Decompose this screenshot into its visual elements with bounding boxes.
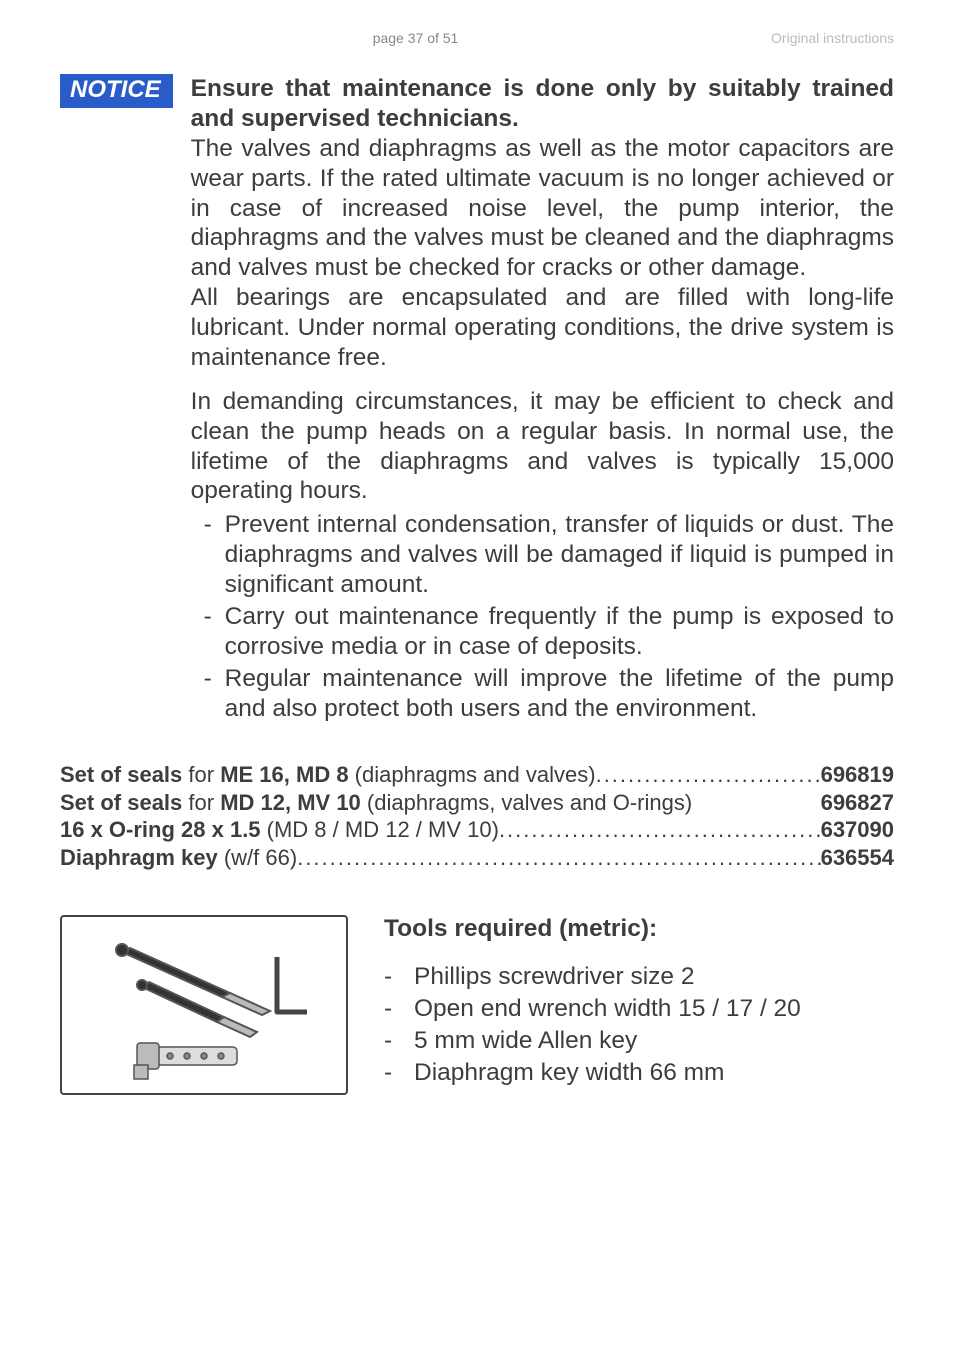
paragraph-2: All bearings are encapsulated and are fi… bbox=[191, 283, 894, 373]
paragraph-3: In demanding circumstances, it may be ef… bbox=[191, 387, 894, 507]
parts-list: Set of seals for ME 16, MD 8 (diaphragms… bbox=[60, 761, 894, 871]
dash-icon: - bbox=[384, 1057, 414, 1089]
page-number-label: page 37 of 51 bbox=[373, 30, 459, 46]
leader-dots: ........................................… bbox=[297, 844, 820, 872]
part-number: 637090 bbox=[821, 816, 894, 844]
dash-icon: - bbox=[191, 510, 225, 600]
bullet-item: - Regular maintenance will improve the l… bbox=[191, 664, 894, 724]
parts-label: Diaphragm key (w/f 66) bbox=[60, 844, 297, 872]
dash-icon: - bbox=[384, 961, 414, 993]
bullet-item: - Carry out maintenance frequently if th… bbox=[191, 602, 894, 662]
tool-text: 5 mm wide Allen key bbox=[414, 1025, 637, 1057]
tool-text: Phillips screwdriver size 2 bbox=[414, 961, 694, 993]
parts-line: 16 x O-ring 28 x 1.5 (MD 8 / MD 12 / MV … bbox=[60, 816, 894, 844]
parts-line: Diaphragm key (w/f 66) .................… bbox=[60, 844, 894, 872]
parts-label: Set of seals for ME 16, MD 8 (diaphragms… bbox=[60, 761, 596, 789]
tool-item: -Phillips screwdriver size 2 bbox=[384, 961, 894, 993]
section-heading: Ensure that maintenance is done only by … bbox=[191, 74, 894, 134]
tool-item: -Open end wrench width 15 / 17 / 20 bbox=[384, 993, 894, 1025]
dash-icon: - bbox=[384, 993, 414, 1025]
tools-list: -Phillips screwdriver size 2-Open end wr… bbox=[384, 961, 894, 1088]
bullet-text: Regular maintenance will improve the lif… bbox=[225, 664, 894, 724]
page-header: page 37 of 51 Original instructions bbox=[60, 30, 894, 46]
parts-label: 16 x O-ring 28 x 1.5 (MD 8 / MD 12 / MV … bbox=[60, 816, 499, 844]
paragraph-1: The valves and diaphragms as well as the… bbox=[191, 134, 894, 283]
parts-label: Set of seals for MD 12, MV 10 (diaphragm… bbox=[60, 789, 692, 817]
doc-label: Original instructions bbox=[771, 30, 894, 46]
parts-line: Set of seals for MD 12, MV 10 (diaphragm… bbox=[60, 789, 894, 817]
leader-dots: ........................................… bbox=[499, 816, 821, 844]
tools-title: Tools required (metric): bbox=[384, 915, 894, 943]
bullet-text: Carry out maintenance frequently if the … bbox=[225, 602, 894, 662]
dash-icon: - bbox=[384, 1025, 414, 1057]
bullet-list: - Prevent internal condensation, transfe… bbox=[191, 510, 894, 723]
dash-icon: - bbox=[191, 664, 225, 724]
part-number: 696827 bbox=[821, 789, 894, 817]
tools-illustration bbox=[60, 915, 348, 1095]
main-text: Ensure that maintenance is done only by … bbox=[191, 74, 894, 725]
notice-badge: NOTICE bbox=[60, 74, 173, 108]
tool-text: Open end wrench width 15 / 17 / 20 bbox=[414, 993, 801, 1025]
tool-item: -Diaphragm key width 66 mm bbox=[384, 1057, 894, 1089]
bullet-text: Prevent internal condensation, transfer … bbox=[225, 510, 894, 600]
dash-icon: - bbox=[191, 602, 225, 662]
leader-dots: ........................................… bbox=[596, 761, 821, 789]
part-number: 696819 bbox=[821, 761, 894, 789]
part-number: 636554 bbox=[821, 844, 894, 872]
tool-text: Diaphragm key width 66 mm bbox=[414, 1057, 724, 1089]
tool-item: -5 mm wide Allen key bbox=[384, 1025, 894, 1057]
parts-line: Set of seals for ME 16, MD 8 (diaphragms… bbox=[60, 761, 894, 789]
bullet-item: - Prevent internal condensation, transfe… bbox=[191, 510, 894, 600]
